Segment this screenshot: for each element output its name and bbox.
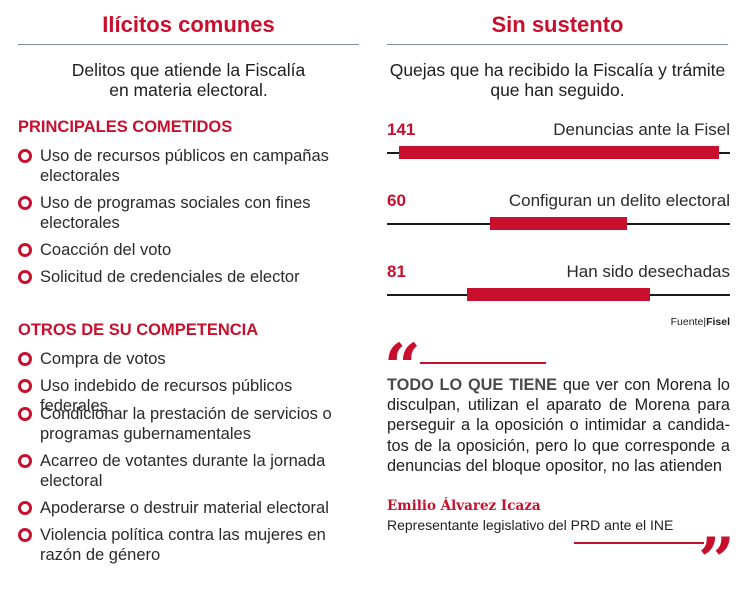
source-note: Fuente|Fisel — [670, 316, 730, 328]
section1-title: PRINCIPALES COMETIDOS — [18, 118, 233, 136]
source-name: Fisel — [706, 316, 730, 328]
bar — [466, 288, 651, 301]
bar-value-label: 141 — [387, 120, 416, 139]
bullet-icon — [18, 149, 32, 163]
list-item: Solicitud de credenciales de elector — [18, 267, 363, 287]
bullet-icon — [18, 528, 32, 542]
bullet-icon — [18, 243, 32, 257]
quote-end-rule — [574, 542, 704, 544]
left-title: Ilícitos comunes — [102, 12, 275, 37]
left-intro-line1: Delitos que atiende la Fiscalía — [71, 60, 306, 80]
bar — [398, 146, 719, 159]
list-item: Condicionar la prestación de servicios o… — [18, 404, 363, 444]
close-quote-icon: ” — [698, 524, 735, 599]
left-title-rule — [18, 44, 359, 45]
bar-value-label: 60 — [387, 191, 406, 210]
bullet-icon — [18, 352, 32, 366]
bullet-icon — [18, 501, 32, 515]
quote-text: TODO LO QUE TIENE que ver con Morena lo … — [387, 375, 730, 476]
bar-category-label: Denuncias ante la Fisel — [553, 120, 730, 139]
list-item: Coacción del voto — [18, 240, 363, 260]
quote-body: que ver con Morena lo disculpan, utiliza… — [387, 376, 730, 475]
bullet-icon — [18, 454, 32, 468]
right-intro-line2: que han seguido. — [490, 80, 625, 100]
list-item: Acarreo de votantes durante la jornada el… — [18, 451, 363, 491]
bullet-icon — [18, 407, 32, 421]
bullet-icon — [18, 379, 32, 393]
left-intro-line2: en materia electoral. — [109, 80, 268, 100]
list-item: Apoderarse o destruir material electoral — [18, 498, 363, 518]
list-item: Violencia política contra las mujeres en… — [18, 525, 363, 565]
right-intro-line1: Quejas que ha recibido la Fiscalía y trá… — [389, 60, 726, 80]
open-quote-icon: “ — [384, 330, 421, 405]
quote-role: Representante legislativo del PRD ante e… — [387, 517, 674, 533]
bullet-icon — [18, 196, 32, 210]
quote-author: Emilio Álvarez Icaza — [387, 498, 541, 514]
bar-category-label: Configuran un delito electoral — [508, 191, 730, 210]
section2-title: OTROS DE SU COMPETENCIA — [18, 321, 259, 339]
right-intro: Quejas que ha recibido la Fiscalía y trá… — [380, 60, 735, 100]
bar — [490, 217, 627, 230]
list-item: Uso indebido de recursos públicos federa… — [18, 376, 363, 416]
bar-category-label: Han sido desechadas — [566, 262, 730, 281]
left-intro: Delitos que atiende la Fiscalía en mater… — [18, 60, 359, 100]
right-title-rule — [387, 44, 728, 45]
quote-lead: TODO LO QUE TIENE — [387, 376, 558, 394]
bar-value-label: 81 — [387, 262, 406, 281]
list-item: Compra de votos — [18, 349, 363, 369]
right-title: Sin sustento — [491, 12, 624, 37]
quote-rule — [420, 362, 546, 364]
bullet-icon — [18, 270, 32, 284]
list-item: Uso de recursos públicos en campañas elec… — [18, 146, 363, 186]
source-prefix: Fuente — [670, 316, 704, 328]
list-item: Uso de programas sociales con fines elect… — [18, 193, 363, 233]
